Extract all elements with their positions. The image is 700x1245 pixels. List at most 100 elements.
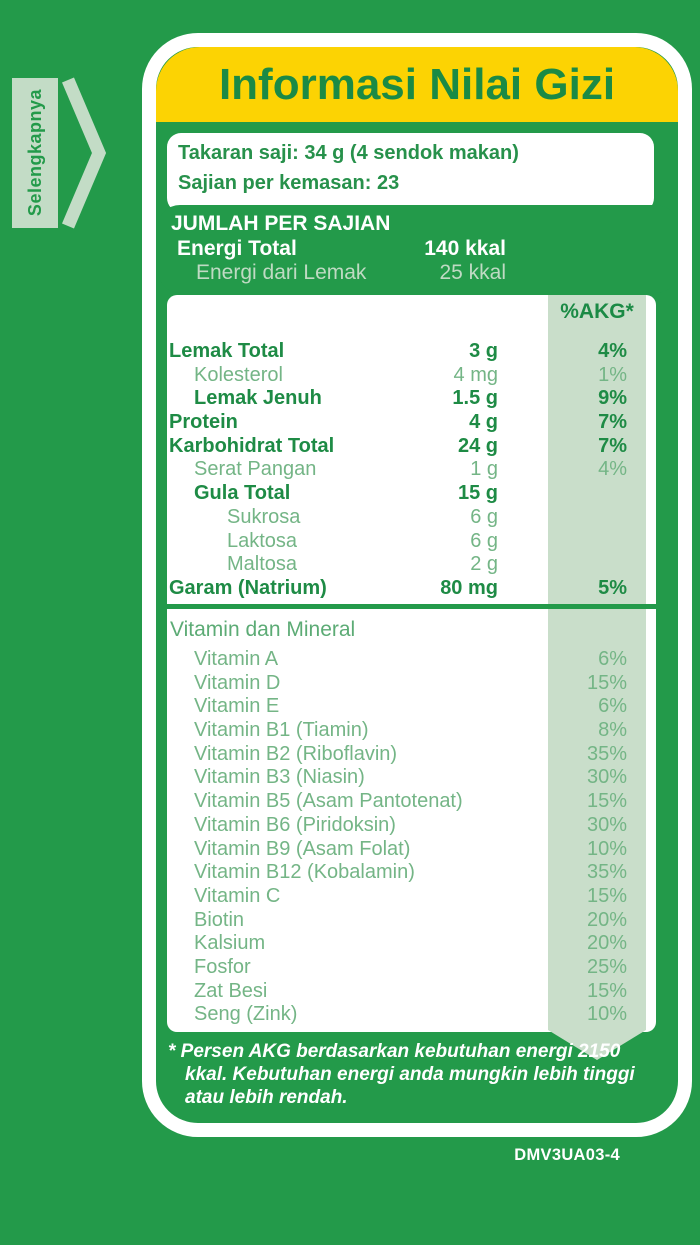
nutrient-row: Gula Total 15 g [167, 482, 656, 506]
nutrient-amount: 6 g [470, 529, 498, 552]
nutrient-pct: 4% [598, 340, 627, 362]
nutrient-label: Serat Pangan [194, 458, 317, 481]
vitamin-label: Fosfor [194, 955, 251, 978]
serving-size: Takaran saji: 34 g (4 sendok makan) [178, 142, 519, 164]
vitamin-label: Vitamin B12 (Kobalamin) [194, 861, 415, 884]
vitamin-label: Zat Besi [194, 979, 268, 1002]
vitamin-pct: 6% [598, 695, 627, 718]
energy-row: Energi dari Lemak 25 kkal [158, 261, 678, 285]
vitamin-row: Vitamin B5 (Asam Pantotenat) 15% [167, 790, 656, 814]
servings-per-pack: Sajian per kemasan: 23 [178, 172, 400, 194]
nutrient-pct: 4% [598, 458, 627, 481]
nutrient-label: Gula Total [194, 482, 291, 505]
footnote-line: kkal. Kebutuhan energi anda mungkin lebi… [185, 1064, 635, 1085]
vitamin-row: Vitamin A 6% [167, 648, 656, 672]
vitamin-row: Vitamin B1 (Tiamin) 8% [167, 719, 656, 743]
nutrient-pct: 1% [598, 363, 627, 386]
akg-column-header: %AKG* [560, 300, 634, 323]
vitamin-label: Seng (Zink) [194, 1003, 298, 1026]
nutrient-row: Protein 4 g 7% [167, 411, 656, 435]
footnote-line: atau lebih rendah. [185, 1087, 348, 1108]
page-title: Informasi Nilai Gizi [218, 59, 616, 109]
nutrient-amount: 4 mg [453, 363, 498, 386]
vitamin-label: Vitamin B9 (Asam Folat) [194, 837, 411, 860]
nutrient-amount: 6 g [470, 505, 498, 528]
per-serving-box: JUMLAH PER SAJIAN Energi Total 140 kkal En… [158, 205, 678, 293]
vitamin-pct: 15% [586, 884, 627, 907]
nutrient-label: Protein [169, 411, 238, 434]
vitamin-row: Kalsium 20% [167, 932, 656, 956]
nutrient-row: Lemak Total 3 g 4% [167, 340, 656, 364]
vitamin-pct: 35% [586, 742, 627, 765]
nutrient-label: Lemak Jenuh [194, 387, 322, 410]
energy-row: Energi Total 140 kkal [158, 237, 678, 261]
nutrient-label: Sukrosa [227, 505, 301, 528]
nutrient-row: Lemak Jenuh 1.5 g 9% [167, 387, 656, 411]
vitamin-pct: 20% [586, 908, 627, 931]
nutrient-row: Kolesterol 4 mg 1% [167, 364, 656, 388]
akg-footnote: * Persen AKG berdasarkan kebutuhan energ… [168, 1040, 648, 1109]
vitamin-label: Kalsium [194, 932, 266, 955]
serving-panel: Takaran saji: 34 g (4 sendok makan) Saji… [167, 133, 654, 212]
vitamin-section-title: Vitamin dan Mineral [170, 618, 356, 641]
vitamin-row: Vitamin B6 (Piridoksin) 30% [167, 814, 656, 838]
vitamin-pct: 25% [586, 955, 627, 978]
nutrient-amount: 24 g [457, 434, 498, 457]
vitamin-label: Vitamin A [194, 648, 279, 670]
nutrient-amount: 3 g [469, 340, 498, 362]
vitamin-row: Vitamin B9 (Asam Folat) 10% [167, 838, 656, 862]
vitamin-row: Vitamin E 6% [167, 695, 656, 719]
nutrient-label: Lemak Total [169, 340, 285, 362]
chevron-right-icon [62, 77, 107, 229]
nutrient-row: Sukrosa 6 g [167, 506, 656, 530]
vitamin-row: Vitamin B2 (Riboflavin) 35% [167, 743, 656, 767]
vitamin-label: Biotin [194, 908, 245, 931]
vitamin-row: Vitamin B3 (Niasin) 30% [167, 766, 656, 790]
vitamin-label: Vitamin B1 (Tiamin) [194, 719, 369, 742]
energy-rows: Energi Total 140 kkal Energi dari Lemak 25 … [158, 237, 678, 285]
nutrient-table: Lemak Total 3 g 4% Kolesterol 4 mg 1% Lemak Je… [167, 340, 656, 601]
vitamin-label: Vitamin E [194, 695, 280, 718]
vitamin-label: Vitamin C [194, 884, 281, 907]
nutrient-amount: 4 g [469, 411, 498, 434]
vitamin-pct: 10% [586, 1003, 627, 1026]
vitamin-pct: 8% [598, 719, 627, 742]
vitamin-pct: 30% [586, 766, 627, 789]
vitamin-pct: 30% [586, 813, 627, 836]
section-divider [167, 604, 656, 609]
energy-label: Energi Total [177, 237, 297, 260]
title-band: Informasi Nilai Gizi [156, 47, 678, 122]
nutrient-amount: 1 g [470, 458, 498, 481]
nutrient-row: Laktosa 6 g [167, 530, 656, 554]
vitamin-label: Vitamin D [194, 671, 281, 694]
vitamin-pct: 15% [586, 671, 627, 694]
nutrient-pct: 5% [598, 576, 627, 599]
per-serving-title: JUMLAH PER SAJIAN [171, 212, 391, 235]
nutrient-pct: 7% [598, 434, 627, 457]
product-code: DMV3UA03-4 [514, 1146, 620, 1164]
vitamin-row: Vitamin B12 (Kobalamin) 35% [167, 861, 656, 885]
nutrient-pct: 7% [598, 411, 627, 434]
vitamin-pct: 10% [586, 837, 627, 860]
nutrient-label: Karbohidrat Total [169, 434, 335, 457]
selengkapnya-tab: Selengkapnya [12, 78, 58, 228]
vitamin-pct: 15% [586, 790, 627, 813]
vitamin-pct: 15% [586, 979, 627, 1002]
nutrient-label: Laktosa [227, 529, 298, 552]
nutrient-amount: 80 mg [440, 576, 498, 599]
nutrient-row: Garam (Natrium) 80 mg 5% [167, 577, 656, 601]
selengkapnya-label: Selengkapnya [24, 89, 45, 217]
nutrient-label: Garam (Natrium) [169, 576, 327, 599]
nutrient-row: Maltosa 2 g [167, 553, 656, 577]
nutrient-label: Kolesterol [194, 363, 283, 386]
vitamin-row: Seng (Zink) 10% [167, 1003, 656, 1027]
vitamin-row: Vitamin D 15% [167, 672, 656, 696]
nutrient-amount: 15 g [457, 482, 498, 505]
nutrient-pct: 9% [598, 387, 627, 410]
footnote-line: * Persen AKG berdasarkan kebutuhan energ… [168, 1041, 621, 1062]
vitamin-row: Fosfor 25% [167, 956, 656, 980]
vitamin-pct: 35% [586, 861, 627, 884]
nutrient-amount: 1.5 g [452, 387, 498, 410]
vitamin-label: Vitamin B6 (Piridoksin) [194, 813, 396, 836]
